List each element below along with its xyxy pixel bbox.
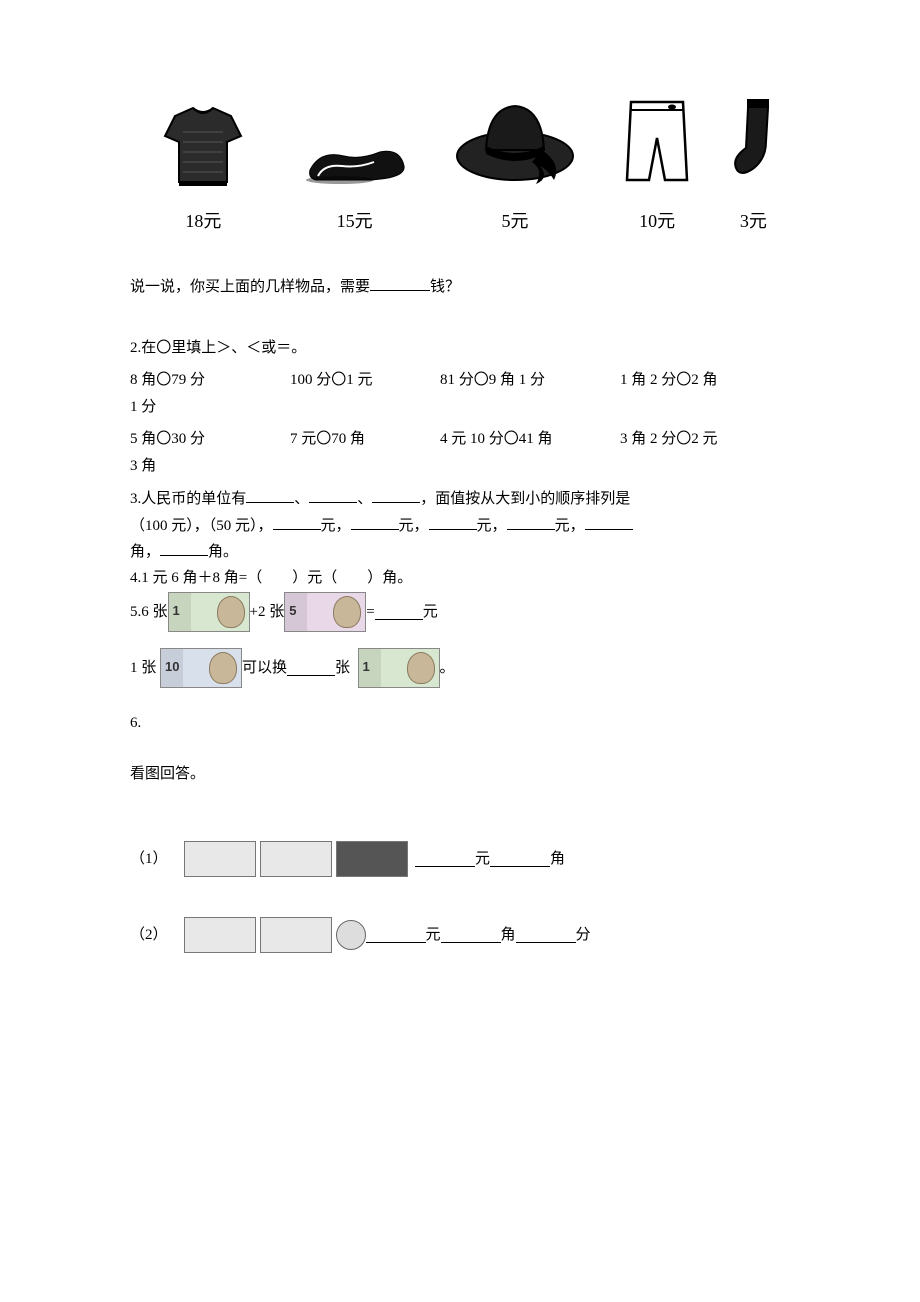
- blank[interactable]: [375, 604, 423, 620]
- q3-sep: 、: [357, 491, 372, 507]
- q2-row1: 8 角〇79 分 100 分〇1 元 81 分〇9 角 1 分 1 角 2 分〇…: [130, 369, 790, 392]
- blank[interactable]: [309, 487, 357, 503]
- item-sweater: [130, 102, 277, 190]
- rmb-1-yuan-icon: 1: [358, 648, 440, 688]
- item-shorts: [598, 94, 717, 190]
- unit-fen: 分: [576, 924, 591, 947]
- q3-line2: （100 元），（50 元）， 元， 元， 元， 元，: [130, 514, 790, 538]
- blank[interactable]: [441, 927, 501, 943]
- q3-yuan: 元，: [321, 518, 351, 534]
- shorts-icon: [617, 94, 697, 190]
- item-hat: [433, 90, 598, 190]
- q5-d: 元: [423, 601, 438, 624]
- banknote-icon: [336, 841, 408, 877]
- rmb-10-yuan-icon: 10: [160, 648, 242, 688]
- q5-b: +2 张: [250, 601, 285, 624]
- q3-yuan: 元，: [555, 518, 585, 534]
- item-shoes: [277, 130, 433, 190]
- banknote-icon: [260, 917, 332, 953]
- blank[interactable]: [246, 487, 294, 503]
- banknote-icon: [184, 841, 256, 877]
- q3-line3: 角， 角。: [130, 540, 790, 564]
- blank[interactable]: [366, 927, 426, 943]
- sweater-icon: [155, 102, 251, 190]
- q2-cell: 3 角 2 分〇2 元: [620, 428, 790, 451]
- q6-row1: （1） 元 角: [130, 841, 790, 877]
- q6-row2-label: （2）: [130, 924, 184, 947]
- blank[interactable]: [507, 514, 555, 530]
- price-sock: 3元: [717, 208, 790, 235]
- q6-row1-label: （1）: [130, 848, 184, 871]
- blank[interactable]: [585, 514, 633, 530]
- q3-yuan: 元，: [399, 518, 429, 534]
- unit-yuan: 元: [426, 924, 441, 947]
- blank[interactable]: [160, 540, 208, 556]
- q2-cell: 1 角 2 分〇2 角: [620, 369, 790, 392]
- q6-num: 6.: [130, 712, 790, 735]
- blank[interactable]: [372, 487, 420, 503]
- q5-a: 5.6 张: [130, 601, 168, 624]
- q5-c: =: [366, 601, 374, 624]
- item-sock: [717, 94, 790, 190]
- sock-icon: [726, 94, 780, 190]
- rmb-5-yuan-icon: 5: [284, 592, 366, 632]
- q2-cell: 7 元〇70 角: [290, 428, 440, 451]
- q6-title: 看图回答。: [130, 763, 790, 786]
- unit-jiao: 角: [501, 924, 516, 947]
- q5-line2: 1 张 10 可以换 张 1 。: [130, 648, 790, 688]
- blank[interactable]: [370, 275, 430, 291]
- unit-yuan: 元: [475, 848, 490, 871]
- blank[interactable]: [351, 514, 399, 530]
- q4-line: 4.1 元 6 角＋8 角=（ ）元（ ）角。: [130, 567, 790, 590]
- q2-cell: 5 角〇30 分: [130, 428, 290, 451]
- q3-yuan: 元，: [477, 518, 507, 534]
- q2-cell: 81 分〇9 角 1 分: [440, 369, 620, 392]
- coin-icon: [336, 920, 366, 950]
- q5-l2b: 可以换: [242, 657, 287, 680]
- q5-l2c: 张: [335, 657, 350, 680]
- q2-row1b: 1 分: [130, 396, 790, 419]
- unit-jiao: 角: [550, 848, 565, 871]
- q1-text: 说一说，你买上面的几样物品，需要 钱？: [130, 275, 790, 299]
- blank[interactable]: [516, 927, 576, 943]
- blank[interactable]: [490, 851, 550, 867]
- worksheet-page: 18元 15元 5元 10元 3元 说一说，你买上面的几样物品，需要钱？ 2.在…: [0, 0, 920, 1053]
- q2-cell: 8 角〇79 分: [130, 369, 290, 392]
- q5-l2a: 1 张: [130, 657, 156, 680]
- rmb-1-yuan-icon: 1: [168, 592, 250, 632]
- blank[interactable]: [415, 851, 475, 867]
- q2-title: 2.在〇里填上＞、＜或＝。: [130, 337, 790, 360]
- price-hat: 5元: [433, 208, 598, 235]
- q3-jiao: 角，: [130, 544, 160, 560]
- hat-icon: [450, 90, 580, 190]
- q2-cell: 4 元 10 分〇41 角: [440, 428, 620, 451]
- q2-row2: 5 角〇30 分 7 元〇70 角 4 元 10 分〇41 角 3 角 2 分〇…: [130, 428, 790, 451]
- blank[interactable]: [287, 660, 335, 676]
- q3-l2a: （100 元），（50 元），: [130, 518, 273, 534]
- q3-mid: ，面值按从大到小的顺序排列是: [420, 491, 630, 507]
- q3-prefix: 3.人民币的单位有: [130, 491, 246, 507]
- q3-line1: 3.人民币的单位有 、 、 ，面值按从大到小的顺序排列是: [130, 487, 790, 511]
- banknote-icon: [260, 841, 332, 877]
- q2-cell: 100 分〇1 元: [290, 369, 440, 392]
- price-row: 18元 15元 5元 10元 3元: [130, 208, 790, 235]
- price-shorts: 10元: [598, 208, 717, 235]
- price-shoes: 15元: [277, 208, 433, 235]
- q1-after: 钱？: [430, 279, 460, 295]
- q2-row2b: 3 角: [130, 455, 790, 478]
- q1-before: 说一说，你买上面的几样物品，需要: [130, 279, 370, 295]
- blank[interactable]: [429, 514, 477, 530]
- items-row: [130, 90, 790, 190]
- price-sweater: 18元: [130, 208, 277, 235]
- q5-line1: 5.6 张 1 +2 张 5 = 元: [130, 592, 790, 632]
- blank[interactable]: [273, 514, 321, 530]
- shoes-icon: [300, 130, 410, 190]
- q6-row2: （2） 元 角 分: [130, 917, 790, 953]
- q5-l2d: 。: [440, 657, 455, 680]
- q3-sep: 、: [294, 491, 309, 507]
- q3-jiao-end: 角。: [208, 544, 238, 560]
- banknote-icon: [184, 917, 256, 953]
